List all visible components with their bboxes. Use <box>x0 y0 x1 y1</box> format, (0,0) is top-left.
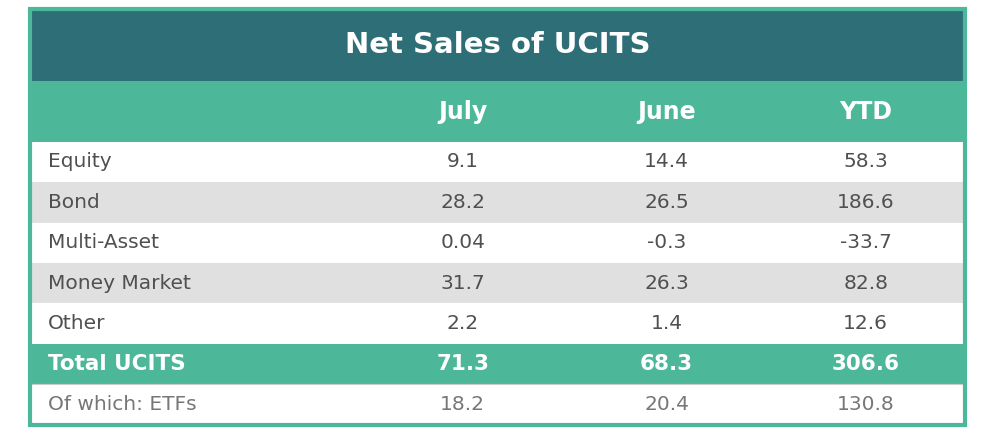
Text: 31.7: 31.7 <box>440 274 484 293</box>
Text: June: June <box>637 100 695 124</box>
Text: 71.3: 71.3 <box>435 354 489 374</box>
Text: Equity: Equity <box>48 152 111 172</box>
Text: 1.4: 1.4 <box>650 314 682 333</box>
Text: Bond: Bond <box>48 193 99 212</box>
FancyBboxPatch shape <box>30 344 964 384</box>
FancyBboxPatch shape <box>30 263 964 303</box>
Text: -0.3: -0.3 <box>646 233 686 252</box>
Text: 130.8: 130.8 <box>836 395 894 414</box>
Text: 0.04: 0.04 <box>439 233 485 252</box>
Text: 26.5: 26.5 <box>644 193 688 212</box>
Text: 20.4: 20.4 <box>643 395 689 414</box>
FancyBboxPatch shape <box>30 142 964 182</box>
Text: YTD: YTD <box>838 100 892 124</box>
FancyBboxPatch shape <box>30 82 964 142</box>
Text: 306.6: 306.6 <box>831 354 899 374</box>
Text: Money Market: Money Market <box>48 274 191 293</box>
Text: Net Sales of UCITS: Net Sales of UCITS <box>344 31 650 59</box>
FancyBboxPatch shape <box>30 303 964 344</box>
Text: 9.1: 9.1 <box>446 152 478 172</box>
Text: 68.3: 68.3 <box>639 354 693 374</box>
Text: Of which: ETFs: Of which: ETFs <box>48 395 196 414</box>
Text: 2.2: 2.2 <box>446 314 478 333</box>
Text: 14.4: 14.4 <box>643 152 689 172</box>
FancyBboxPatch shape <box>30 223 964 263</box>
Text: 58.3: 58.3 <box>843 152 887 172</box>
Text: 28.2: 28.2 <box>439 193 485 212</box>
Text: 18.2: 18.2 <box>439 395 485 414</box>
Text: 26.3: 26.3 <box>644 274 688 293</box>
FancyBboxPatch shape <box>30 9 964 82</box>
Text: Other: Other <box>48 314 105 333</box>
Text: 12.6: 12.6 <box>842 314 888 333</box>
Text: 82.8: 82.8 <box>842 274 888 293</box>
Text: 186.6: 186.6 <box>836 193 894 212</box>
Text: -33.7: -33.7 <box>839 233 891 252</box>
FancyBboxPatch shape <box>30 182 964 223</box>
FancyBboxPatch shape <box>30 384 964 425</box>
Text: July: July <box>437 100 487 124</box>
Text: Multi-Asset: Multi-Asset <box>48 233 159 252</box>
Text: Total UCITS: Total UCITS <box>48 354 185 374</box>
